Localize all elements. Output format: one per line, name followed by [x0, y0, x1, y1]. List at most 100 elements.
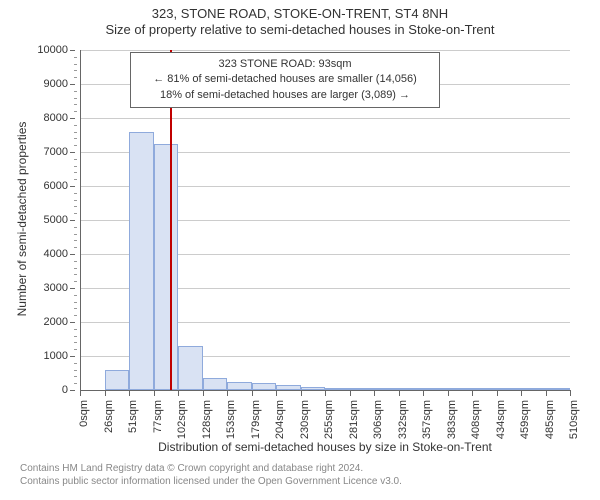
x-tick-label: 306sqm [372, 400, 384, 439]
y-tick-minor [74, 329, 77, 330]
y-tick-label: 9000 [44, 78, 68, 90]
infobox-line2: ← 81% of semi-detached houses are smalle… [139, 72, 431, 87]
x-tick-label: 204sqm [274, 400, 286, 439]
y-tick [70, 50, 75, 51]
histogram-bar [154, 144, 179, 391]
x-tick-label: 179sqm [250, 400, 262, 439]
y-tick-minor [74, 159, 77, 160]
histogram-bar [178, 346, 203, 390]
y-tick-minor [74, 125, 77, 126]
gridline [80, 118, 570, 119]
y-tick-label: 5000 [44, 214, 68, 226]
x-tick-label: 485sqm [544, 400, 556, 439]
y-tick [70, 390, 75, 391]
y-tick [70, 220, 75, 221]
y-tick-minor [74, 91, 77, 92]
y-tick-label: 7000 [44, 146, 68, 158]
y-tick-minor [74, 64, 77, 65]
y-tick-minor [74, 57, 77, 58]
footer-line2: Contains public sector information licen… [20, 475, 402, 488]
y-tick [70, 322, 75, 323]
x-tick-label: 255sqm [323, 400, 335, 439]
x-axis-line [80, 390, 570, 391]
y-tick-minor [74, 138, 77, 139]
histogram-bar [105, 370, 130, 390]
y-tick-minor [74, 145, 77, 146]
chart-title: 323, STONE ROAD, STOKE-ON-TRENT, ST4 8NH [0, 0, 600, 22]
y-tick-label: 1000 [44, 350, 68, 362]
y-tick-label: 8000 [44, 112, 68, 124]
x-tick-label: 459sqm [519, 400, 531, 439]
x-tick-label: 434sqm [495, 400, 507, 439]
x-tick-label: 281sqm [348, 400, 360, 439]
y-tick [70, 186, 75, 187]
histogram-bar [252, 383, 277, 390]
y-tick-minor [74, 111, 77, 112]
y-tick-minor [74, 370, 77, 371]
y-tick-minor [74, 227, 77, 228]
y-tick [70, 118, 75, 119]
y-tick-minor [74, 200, 77, 201]
histogram-bar [203, 378, 228, 390]
y-tick-label: 0 [62, 384, 68, 396]
y-tick [70, 356, 75, 357]
y-tick-minor [74, 179, 77, 180]
y-tick-minor [74, 213, 77, 214]
y-tick-label: 3000 [44, 282, 68, 294]
y-tick-minor [74, 70, 77, 71]
x-tick-label: 77sqm [152, 400, 164, 433]
x-tick-label: 230sqm [299, 400, 311, 439]
y-tick-minor [74, 234, 77, 235]
y-tick-label: 2000 [44, 316, 68, 328]
y-tick-minor [74, 98, 77, 99]
y-tick-minor [74, 308, 77, 309]
y-tick-minor [74, 206, 77, 207]
infobox-line3: 18% of semi-detached houses are larger (… [139, 88, 431, 103]
y-axis-title: Number of semi-detached properties [15, 119, 29, 319]
y-tick-label: 4000 [44, 248, 68, 260]
y-tick-minor [74, 172, 77, 173]
y-tick-minor [74, 247, 77, 248]
x-tick-label: 102sqm [176, 400, 188, 439]
y-tick-minor [74, 104, 77, 105]
y-tick-minor [74, 166, 77, 167]
y-tick [70, 84, 75, 85]
x-tick-label: 0sqm [78, 400, 90, 427]
x-tick-label: 128sqm [201, 400, 213, 439]
y-axis-line [80, 50, 81, 390]
y-tick-minor [74, 274, 77, 275]
y-tick-minor [74, 315, 77, 316]
y-tick-minor [74, 336, 77, 337]
info-box: 323 STONE ROAD: 93sqm ← 81% of semi-deta… [130, 52, 440, 108]
y-tick-minor [74, 240, 77, 241]
x-tick-label: 153sqm [225, 400, 237, 439]
x-tick-label: 26sqm [103, 400, 115, 433]
y-tick-label: 6000 [44, 180, 68, 192]
x-tick-label: 383sqm [446, 400, 458, 439]
x-tick-label: 510sqm [568, 400, 580, 439]
gridline [80, 50, 570, 51]
y-tick-minor [74, 342, 77, 343]
x-tick-label: 408sqm [470, 400, 482, 439]
x-axis-title: Distribution of semi-detached houses by … [80, 440, 570, 454]
histogram-bar [227, 382, 252, 391]
x-tick-label: 332sqm [397, 400, 409, 439]
x-tick [570, 390, 571, 396]
y-tick-minor [74, 132, 77, 133]
y-tick-minor [74, 349, 77, 350]
y-tick-minor [74, 302, 77, 303]
x-tick-label: 357sqm [421, 400, 433, 439]
chart-subtitle: Size of property relative to semi-detach… [0, 22, 600, 38]
y-tick-minor [74, 363, 77, 364]
y-tick-minor [74, 376, 77, 377]
y-tick-minor [74, 261, 77, 262]
y-tick [70, 152, 75, 153]
y-tick-minor [74, 281, 77, 282]
y-tick-minor [74, 193, 77, 194]
footer-attribution: Contains HM Land Registry data © Crown c… [20, 462, 402, 488]
y-tick [70, 254, 75, 255]
y-tick-minor [74, 295, 77, 296]
x-tick-label: 51sqm [127, 400, 139, 433]
infobox-line1: 323 STONE ROAD: 93sqm [139, 57, 431, 72]
histogram-bar [129, 132, 154, 390]
